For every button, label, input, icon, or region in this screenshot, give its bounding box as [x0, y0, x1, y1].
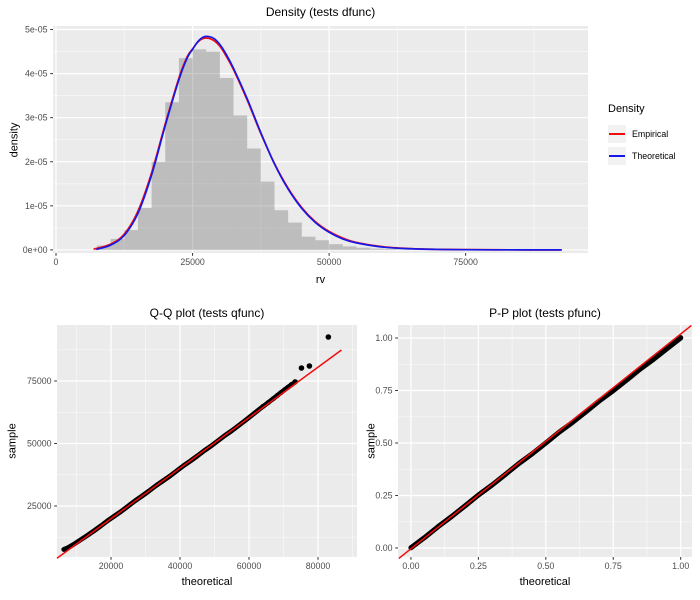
x-tick-label: 75000	[453, 257, 478, 267]
x-tick-label: 60000	[237, 561, 262, 571]
x-tick-label: 40000	[168, 561, 193, 571]
gridlines	[57, 325, 357, 557]
histogram-bar	[260, 181, 275, 250]
x-tick-label: 1.00	[672, 561, 689, 571]
axis-ticks-and-labels: 0 25000 50000 75000 0e+00 1e-05 2e-05 3e-05 4e-0…	[23, 25, 478, 267]
y-tick-label: 3e-05	[25, 113, 48, 123]
legend-label-empirical: Empirical	[632, 129, 669, 139]
histogram-bar	[288, 222, 302, 250]
histogram-bar	[315, 240, 330, 250]
density-x-axis-title: rv	[315, 274, 326, 286]
density-y-axis-title: density	[8, 122, 21, 157]
x-tick-label: 0	[54, 257, 59, 267]
x-tick-label: 0.25	[470, 561, 487, 571]
histogram-bar	[124, 230, 138, 250]
histogram-bar	[370, 248, 384, 250]
x-tick-label: 0.75	[605, 561, 622, 571]
histogram-bar	[151, 161, 166, 250]
histogram-bar	[206, 51, 220, 250]
histogram-bar	[110, 238, 125, 250]
pp-y-axis-title: sample	[365, 423, 378, 459]
pp-reference-line	[398, 324, 692, 560]
legend-key-empirical	[608, 125, 626, 143]
x-tick-label: 0.50	[537, 561, 554, 571]
y-tick-label: 0.50	[375, 438, 392, 448]
density-plot-canvas: 0 25000 50000 75000 0e+00 1e-05 2e-05 3e-05 4e-0…	[23, 25, 588, 267]
y-tick-label: 0.25	[375, 490, 392, 500]
histogram-bar	[383, 249, 398, 250]
histogram-bar	[233, 115, 248, 250]
histogram-bar	[274, 210, 289, 250]
y-tick-label: 1.00	[375, 333, 392, 343]
legend-label-theoretical: Theoretical	[632, 151, 676, 161]
density-legend: Density Empirical Theoretical	[608, 103, 676, 169]
qq-outlier-point	[298, 365, 305, 371]
y-tick-label: 4e-05	[25, 69, 48, 79]
histogram-bar	[178, 58, 193, 250]
theoretical-line-swatch	[609, 155, 625, 158]
histogram-bars	[96, 49, 412, 250]
gridlines	[53, 26, 588, 253]
histogram-bar	[219, 78, 234, 250]
y-tick-label: 0.00	[375, 543, 392, 553]
y-tick-label: 2e-05	[25, 157, 48, 167]
qq-y-axis-title: sample	[7, 423, 19, 459]
x-tick-label: 20000	[99, 561, 124, 571]
axis-ticks-and-labels: 0.00 0.25 0.50 0.75 1.00 0.00 0.25 0.50 0.75 1.00	[375, 333, 689, 571]
qq-plot-title: Q-Q plot (tests qfunc)	[149, 306, 265, 320]
qq-reference-line	[56, 349, 342, 559]
legend-entry-theoretical: Theoretical	[608, 147, 676, 165]
density-curve-theoretical	[96, 35, 563, 251]
histogram-bar	[137, 208, 152, 250]
pp-plot-canvas: 0.00 0.25 0.50 0.75 1.00 0.00 0.25 0.50 0.75 1.00	[375, 324, 692, 571]
y-tick-label: 0.75	[375, 386, 392, 396]
density-plot-title: Density (tests dfunc)	[265, 5, 376, 19]
qq-outlier-point	[306, 363, 313, 369]
qq-outlier-point	[325, 334, 332, 340]
x-tick-label: 25000	[180, 257, 205, 267]
y-tick-label: 5e-05	[25, 25, 48, 35]
y-tick-label: 75000	[27, 376, 52, 386]
x-tick-label: 80000	[306, 561, 331, 571]
qq-plot-canvas: 20000 40000 60000 80000 25000 50000 75000	[27, 325, 357, 571]
y-tick-label: 0e+00	[23, 245, 48, 255]
histogram-bar	[301, 236, 316, 250]
histogram-bar	[247, 148, 261, 250]
pp-chart: 0.00 0.25 0.50 0.75 1.00 0.00 0.25 0.50 0.75 1.00…	[360, 295, 700, 600]
qq-chart: 20000 40000 60000 80000 25000 50000 75000 Q-Q …	[0, 295, 360, 600]
legend-key-theoretical	[608, 147, 626, 165]
y-tick-label: 25000	[27, 501, 52, 511]
pp-x-axis-title: theoretical	[519, 576, 571, 588]
qq-x-axis-title: theoretical	[181, 576, 233, 588]
histogram-bar	[329, 244, 343, 250]
histogram-bar	[356, 247, 371, 250]
histogram-bar	[192, 49, 207, 250]
x-tick-label: 0.00	[402, 561, 419, 571]
legend-entry-empirical: Empirical	[608, 125, 676, 143]
histogram-bar	[165, 102, 179, 250]
y-tick-label: 50000	[27, 439, 52, 449]
empirical-line-swatch	[609, 133, 625, 136]
density-chart: 0 25000 50000 75000 0e+00 1e-05 2e-05 3e-05 4e-0…	[0, 0, 700, 295]
histogram-bar	[342, 246, 357, 250]
pp-plot-title: P-P plot (tests pfunc)	[489, 306, 601, 320]
y-tick-label: 1e-05	[25, 201, 48, 211]
legend-title: Density	[608, 103, 645, 115]
pp-point	[678, 335, 684, 341]
x-tick-label: 50000	[317, 257, 342, 267]
axis-ticks-and-labels: 20000 40000 60000 80000 25000 50000 75000	[27, 376, 330, 571]
